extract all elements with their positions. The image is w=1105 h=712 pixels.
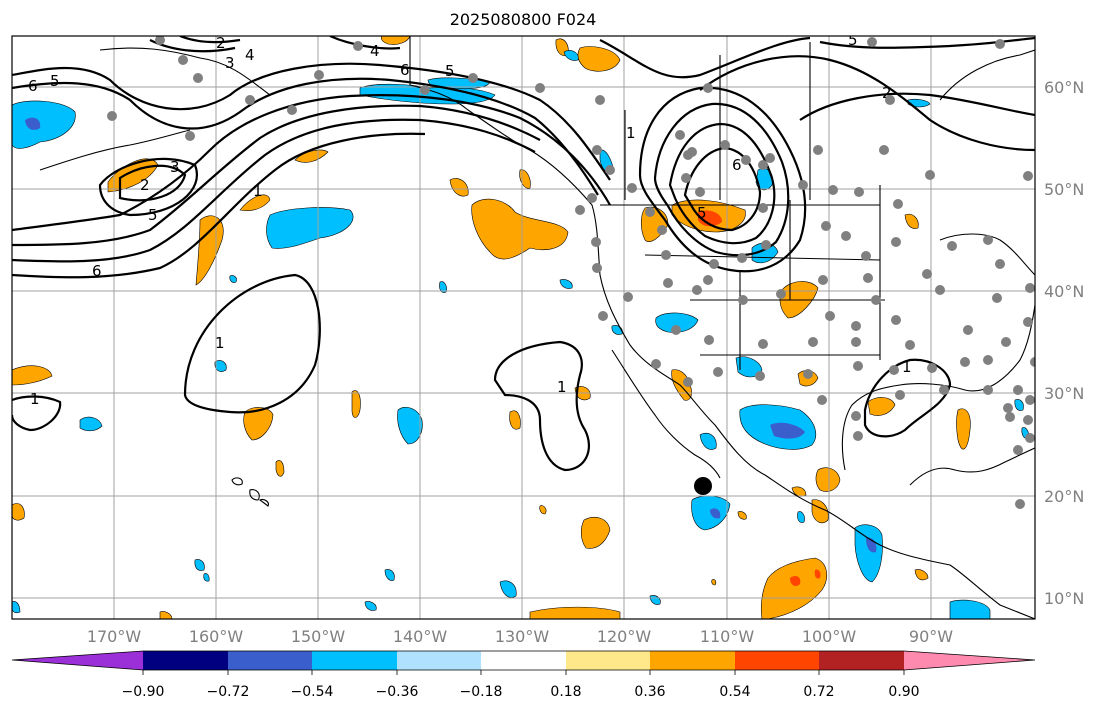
map-background: [12, 36, 1035, 619]
map-frame: [11, 35, 1036, 620]
colorbar-tick-label: −0.18: [460, 684, 503, 700]
contour-label: 2: [140, 176, 150, 194]
colorbar-bin-0: [12, 651, 143, 670]
colorbar-bin-9: [819, 651, 904, 670]
contour-label: 3: [225, 54, 235, 72]
lon-label: 150°W: [291, 627, 346, 646]
colorbar-tick-label: 0.90: [888, 684, 919, 700]
lon-label: 170°W: [87, 627, 142, 646]
lat-label: 20°N: [1044, 487, 1084, 506]
map-area: 6 5 2 3 4 6 5 2 1 6 5 4 3 2 5 6 5 1 1 1 …: [12, 31, 1035, 619]
lat-label: 40°N: [1044, 282, 1084, 301]
map-gridlines: [12, 36, 1035, 619]
contour-label: 5: [697, 204, 707, 222]
coastlines: [39, 36, 1035, 619]
lat-label: 10°N: [1044, 589, 1084, 608]
contour-label: 1: [902, 358, 912, 376]
colorbar-bin-2: [228, 651, 312, 670]
colorbar-ticks: [142, 670, 905, 675]
colorbar-tick-label: −0.36: [376, 684, 419, 700]
longitude-labels: 170°W 160°W 150°W 140°W 130°W 120°W 110°…: [87, 627, 953, 646]
lat-label: 50°N: [1044, 180, 1084, 199]
colorbar-bin-3: [312, 651, 397, 670]
lon-label: 100°W: [802, 627, 857, 646]
lon-label: 120°W: [597, 627, 652, 646]
contour-label: 1: [215, 334, 225, 352]
colorbar-bin-10: [904, 651, 1035, 670]
contour-label: 3: [170, 158, 180, 176]
colorbar-bin-4: [397, 651, 481, 670]
contour-label: 4: [245, 46, 255, 64]
colorbar-tick-label: 0.18: [550, 684, 581, 700]
colorbar-tick-label: 0.36: [634, 684, 665, 700]
negative-anomaly-shading: [12, 50, 1029, 619]
contour-label: 1: [557, 378, 567, 396]
contour-label: 6: [400, 61, 410, 79]
contour-label: 5: [50, 72, 60, 90]
colorbar-bin-1: [143, 651, 228, 670]
colorbar: −0.90 −0.72 −0.54 −0.36 −0.18 0.18 0.36 …: [11, 650, 1036, 700]
map-title: 2025080800 F024: [449, 10, 597, 29]
contour-label: 5: [148, 206, 158, 224]
lon-label: 130°W: [495, 627, 550, 646]
contour-label: 6: [92, 262, 102, 280]
colorbar-tick-label: −0.72: [207, 684, 250, 700]
contour-label: 2: [216, 34, 226, 52]
colorbar-tick-label: −0.90: [122, 684, 165, 700]
lat-label: 30°N: [1044, 384, 1084, 403]
lat-label: 60°N: [1044, 78, 1084, 97]
colorbar-tick-label: 0.54: [719, 684, 750, 700]
colorbar-bin-8: [735, 651, 819, 670]
lon-label: 160°W: [189, 627, 244, 646]
colorbar-bin-7: [650, 651, 735, 670]
contour-label: 1: [626, 124, 636, 142]
strong-positive-anomaly-shading: [698, 210, 821, 586]
colorbar-bin-6: [566, 651, 650, 670]
latitude-labels: 60°N 50°N 40°N 30°N 20°N 10°N: [1044, 78, 1084, 608]
lon-label: 110°W: [700, 627, 755, 646]
contour-label: 1: [253, 182, 263, 200]
colorbar-bin-5: [481, 651, 566, 670]
contour-label: 6: [28, 77, 38, 95]
colorbar-tick-label: −0.54: [291, 684, 334, 700]
contour-label: 1: [30, 390, 40, 408]
lon-label: 140°W: [393, 627, 448, 646]
geopotential-contours: [12, 36, 1035, 472]
contour-label: 5: [848, 31, 858, 49]
highlight-marker: [694, 477, 712, 495]
station-markers: [107, 36, 1035, 509]
colorbar-tick-label: 0.72: [803, 684, 834, 700]
contour-label: 2: [882, 84, 892, 102]
contour-label: 4: [370, 42, 380, 60]
lon-label: 90°W: [909, 627, 953, 646]
contour-label: 6: [732, 156, 742, 174]
contour-labels: 6 5 2 3 4 6 5 2 1 6 5 4 3 2 5 6 5 1 1 1 …: [28, 31, 912, 408]
strong-negative-anomaly-shading: [25, 117, 877, 553]
contour-label: 5: [445, 62, 455, 80]
